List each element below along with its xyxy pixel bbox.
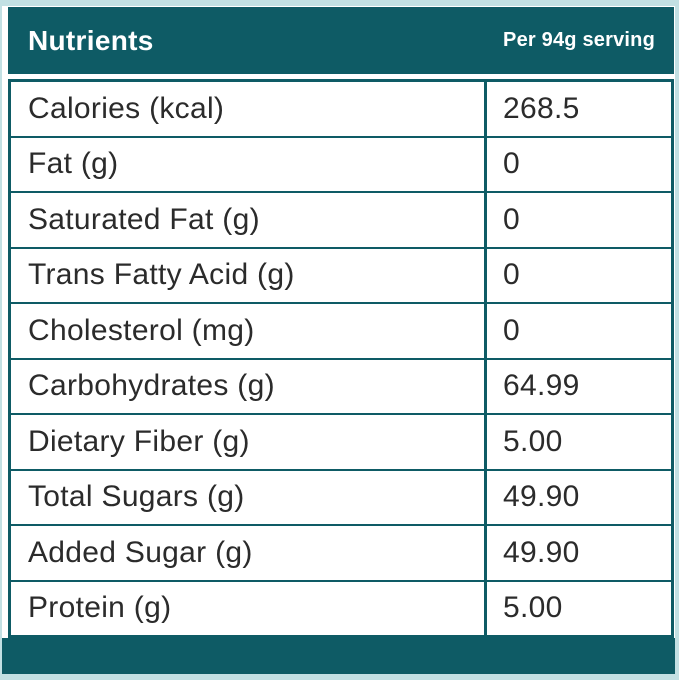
table-title: Nutrients	[28, 24, 154, 56]
table-row: Added Sugar (g) 49.90	[11, 524, 671, 580]
row-label: Dietary Fiber (g)	[28, 424, 250, 458]
row-label: Carbohydrates (g)	[28, 369, 275, 403]
table-header: Nutrients Per 94g serving	[8, 7, 674, 74]
table-row: Total Sugars (g) 49.90	[11, 468, 671, 524]
row-label: Saturated Fat (g)	[28, 202, 260, 236]
table-row: Cholesterol (mg) 0	[11, 302, 671, 358]
nutrition-table: Nutrients Per 94g serving Calories (kcal…	[8, 7, 674, 638]
row-value: 5.00	[484, 415, 671, 469]
row-label: Added Sugar (g)	[28, 535, 253, 569]
table-row: Saturated Fat (g) 0	[11, 191, 671, 247]
row-label: Protein (g)	[28, 591, 172, 625]
row-value: 0	[484, 248, 671, 302]
row-label: Total Sugars (g)	[28, 480, 245, 514]
row-label: Trans Fatty Acid (g)	[28, 258, 295, 292]
row-value: 49.90	[484, 470, 671, 524]
row-label: Cholesterol (mg)	[28, 313, 255, 347]
table-row: Trans Fatty Acid (g) 0	[11, 246, 671, 302]
row-value: 268.5	[484, 82, 671, 136]
table-row: Carbohydrates (g) 64.99	[11, 357, 671, 413]
row-label: Fat (g)	[28, 147, 119, 181]
row-label: Calories (kcal)	[28, 91, 225, 125]
row-value: 0	[484, 137, 671, 191]
row-value: 64.99	[484, 359, 671, 413]
row-value: 49.90	[484, 526, 671, 580]
table-row: Fat (g) 0	[11, 135, 671, 191]
table-body: Calories (kcal) 268.5 Fat (g) 0 Saturate…	[8, 79, 674, 638]
row-value: 0	[484, 193, 671, 247]
table-row: Protein (g) 5.00	[11, 579, 671, 635]
table-row: Dietary Fiber (g) 5.00	[11, 413, 671, 469]
row-value: 5.00	[484, 581, 671, 635]
serving-size-label: Per 94g serving	[503, 29, 655, 51]
table-row: Calories (kcal) 268.5	[11, 82, 671, 136]
footer-band	[2, 638, 675, 674]
row-value: 0	[484, 304, 671, 358]
